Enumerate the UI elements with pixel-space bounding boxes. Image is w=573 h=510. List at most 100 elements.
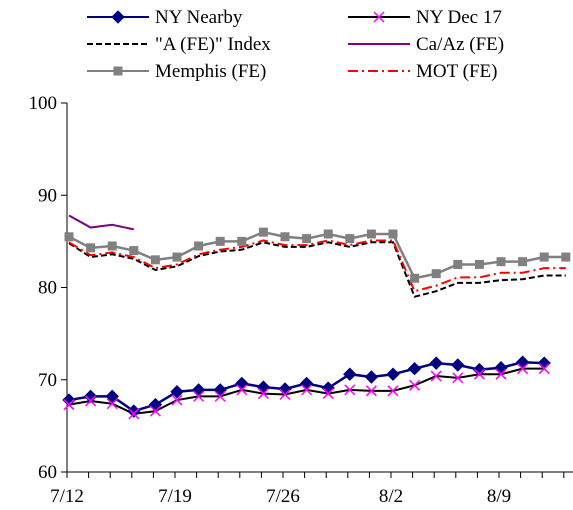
x-tick-label: 8/9 <box>487 486 511 507</box>
series-line <box>68 230 566 280</box>
data-point-x <box>214 390 226 402</box>
x-stroke <box>279 388 291 401</box>
x-stroke <box>214 390 226 402</box>
data-point-square <box>302 234 312 244</box>
data-point-square <box>474 259 484 269</box>
data-point-square <box>215 236 225 246</box>
data-point-x <box>373 11 385 23</box>
y-tick-label: 80 <box>38 278 57 299</box>
data-point-x <box>344 384 356 396</box>
x-stroke <box>344 384 356 396</box>
data-point-square <box>539 252 549 262</box>
x-stroke <box>373 11 385 23</box>
series-memphis-fe <box>64 227 571 283</box>
data-point-x <box>106 398 118 410</box>
series-ca-az-fe <box>68 214 135 231</box>
data-point-diamond <box>235 376 249 391</box>
data-point-square <box>453 259 463 269</box>
data-point-x <box>430 370 442 382</box>
legend-label: MOT (FE) <box>416 61 497 82</box>
data-point-diamond <box>386 367 400 381</box>
data-point-x <box>85 395 97 407</box>
x-stroke <box>63 399 75 411</box>
data-point-x <box>322 388 334 400</box>
x-stroke <box>322 388 334 400</box>
series-line <box>68 214 135 231</box>
series-ny-dec-17-markers <box>63 363 550 420</box>
series-ny-dec-17 <box>68 367 545 415</box>
data-point-diamond <box>343 367 357 381</box>
data-point-x <box>149 405 161 417</box>
data-point-x <box>236 384 248 396</box>
data-point-diamond <box>62 393 76 407</box>
data-point-x <box>538 363 550 375</box>
data-point-x <box>171 394 183 406</box>
legend-item: NY Dec 17 <box>348 7 502 28</box>
series-a-fe-index <box>68 241 566 298</box>
legend-label: Ca/Az (FE) <box>416 34 504 55</box>
data-point-x <box>257 388 269 400</box>
data-point-square <box>107 241 117 251</box>
data-point-square <box>129 246 139 256</box>
x-stroke <box>106 398 118 410</box>
legend-label: "A (FE)" Index <box>155 34 271 55</box>
data-point-x <box>193 390 205 402</box>
data-point-x <box>452 372 464 384</box>
data-point-diamond <box>494 361 508 375</box>
x-tick-label: 7/26 <box>266 486 300 507</box>
data-point-square <box>561 252 571 262</box>
legend-item: Ca/Az (FE) <box>348 34 504 55</box>
y-tick-label: 60 <box>38 462 57 483</box>
legend-item: Memphis (FE) <box>87 61 266 82</box>
legend-item: MOT (FE) <box>348 61 497 82</box>
x-stroke <box>495 368 507 380</box>
data-point-x <box>517 363 529 375</box>
x-stroke <box>301 384 313 396</box>
x-tick-label: 7/12 <box>50 486 84 507</box>
series-line <box>68 367 545 415</box>
data-point-x <box>128 408 140 420</box>
data-point-square <box>388 229 398 239</box>
data-point-diamond <box>256 380 271 394</box>
data-point-square <box>410 273 420 283</box>
plot-area <box>62 214 571 420</box>
data-point-diamond <box>472 362 487 377</box>
data-point-square <box>150 255 160 265</box>
data-point-diamond <box>299 376 314 391</box>
x-stroke <box>517 363 529 375</box>
data-point-diamond <box>429 356 443 370</box>
legend-label: Memphis (FE) <box>155 61 266 82</box>
series-line <box>68 239 566 293</box>
data-point-diamond <box>407 361 422 376</box>
y-tick-label: 70 <box>38 370 57 391</box>
data-point-square <box>172 252 182 262</box>
x-stroke <box>473 368 485 380</box>
x-stroke <box>430 370 442 382</box>
data-point-diamond <box>111 10 125 24</box>
x-stroke <box>193 390 205 402</box>
data-point-square <box>86 243 96 253</box>
series-line <box>68 241 566 298</box>
data-point-square <box>64 232 74 242</box>
x-stroke <box>538 363 550 375</box>
x-stroke <box>365 385 377 397</box>
data-point-square <box>237 236 247 246</box>
y-tick-label: 100 <box>29 93 58 114</box>
data-point-diamond <box>364 370 379 384</box>
data-point-square <box>323 229 333 239</box>
x-stroke <box>409 379 421 391</box>
data-point-x <box>409 379 421 391</box>
data-point-x <box>495 368 507 380</box>
data-point-x <box>387 385 399 397</box>
chart-legend: NY Nearby NY Dec 17 "A (FE)" Index Ca/Az (F… <box>87 7 504 82</box>
legend-label: NY Nearby <box>155 7 243 28</box>
x-stroke <box>149 405 161 417</box>
x-tick-label: 7/19 <box>158 486 192 507</box>
data-point-diamond <box>515 355 530 369</box>
legend-item: "A (FE)" Index <box>87 34 271 55</box>
x-stroke <box>128 408 140 420</box>
data-point-diamond <box>451 358 465 372</box>
data-point-diamond <box>105 389 119 404</box>
series-ny-nearby <box>62 355 551 418</box>
data-point-square <box>280 232 290 242</box>
